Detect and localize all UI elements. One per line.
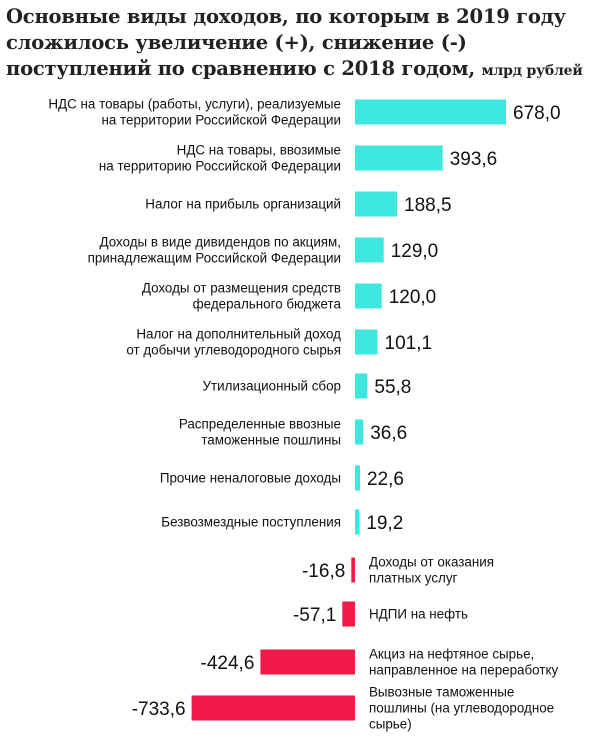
category-label-5: Налог на дополнительный доход от добычи у… xyxy=(126,327,341,358)
bar-11 xyxy=(342,601,355,627)
category-label-10: Доходы от оказания платных услуг xyxy=(369,555,494,586)
category-label-4-line-1: федерального бюджета xyxy=(193,297,342,312)
bar-10 xyxy=(351,557,355,583)
category-label-0: НДС на товары (работы, услуги), реализуе… xyxy=(48,97,341,128)
category-label-13-line-2: сырье) xyxy=(369,717,412,732)
value-label-4: 120,0 xyxy=(389,287,437,308)
category-label-13-line-0: Вывозные таможенные xyxy=(369,685,514,700)
category-label-8-line-0: Прочие неналоговые доходы xyxy=(160,471,341,486)
category-label-8: Прочие неналоговые доходы xyxy=(160,471,341,486)
bar-5 xyxy=(355,329,378,355)
category-label-7-line-1: таможенные пошлины xyxy=(201,433,341,448)
bar-3 xyxy=(355,237,384,263)
category-label-0-line-0: НДС на товары (работы, услуги), реализуе… xyxy=(48,97,341,112)
value-label-2: 188,5 xyxy=(404,195,452,216)
bar-12 xyxy=(260,649,355,675)
category-label-10-line-0: Доходы от оказания xyxy=(369,555,494,570)
bar-6 xyxy=(355,373,368,399)
bar-13 xyxy=(191,695,355,721)
bar-8 xyxy=(355,465,360,491)
category-label-11: НДПИ на нефть xyxy=(369,607,468,622)
title-unit: млрд рублей xyxy=(481,63,583,79)
value-label-10: -16,8 xyxy=(302,561,345,582)
value-label-1: 393,6 xyxy=(450,149,498,170)
value-label-13: -733,6 xyxy=(132,699,186,720)
value-label-6: 55,8 xyxy=(374,377,411,398)
bar-1 xyxy=(355,145,443,171)
category-label-2: Налог на прибыль организаций xyxy=(145,197,341,212)
category-label-4-line-0: Доходы от размещения средств xyxy=(142,281,341,296)
bar-0 xyxy=(355,99,506,125)
bar-2 xyxy=(355,191,397,217)
value-label-9: 19,2 xyxy=(366,513,403,534)
value-label-3: 129,0 xyxy=(391,241,439,262)
category-label-6-line-0: Утилизационный сбор xyxy=(203,379,341,394)
category-label-13-line-1: пошлины (на углеводородное xyxy=(369,701,554,716)
category-label-10-line-1: платных услуг xyxy=(369,571,458,586)
category-label-3-line-0: Доходы в виде дивидендов по акциям, xyxy=(100,235,341,250)
category-label-0-line-1: на территории Российской Федерации xyxy=(101,113,341,128)
value-label-12: -424,6 xyxy=(201,653,255,674)
value-label-5: 101,1 xyxy=(385,333,433,354)
category-label-1: НДС на товары, ввозимые на территорию Рос… xyxy=(99,143,341,174)
category-label-7: Распределенные ввозные таможенные пошлины xyxy=(179,417,341,448)
value-label-7: 36,6 xyxy=(370,423,407,444)
category-label-12-line-0: Акциз на нефтяное сырье, xyxy=(369,647,534,662)
category-label-11-line-0: НДПИ на нефть xyxy=(369,607,468,622)
category-label-7-line-0: Распределенные ввозные xyxy=(179,417,341,432)
category-label-5-line-0: Налог на дополнительный доход xyxy=(136,327,341,342)
category-label-12: Акциз на нефтяное сырье, направленное на … xyxy=(369,647,558,678)
category-label-6: Утилизационный сбор xyxy=(203,379,341,394)
category-label-2-line-0: Налог на прибыль организаций xyxy=(145,197,341,212)
category-label-12-line-1: направленное на переработку xyxy=(369,663,558,678)
category-label-13: Вывозные таможенные пошлины (на углеводор… xyxy=(369,685,554,732)
category-label-3-line-1: принадлежащим Российской Федерации xyxy=(88,251,341,266)
bar-9 xyxy=(355,509,360,535)
category-label-9: Безвозмездные поступления xyxy=(161,515,341,530)
category-label-1-line-0: НДС на товары, ввозимые xyxy=(177,143,341,158)
bar-7 xyxy=(355,419,364,445)
value-label-8: 22,6 xyxy=(367,469,404,490)
category-label-4: Доходы от размещения средств федерального… xyxy=(142,281,342,312)
value-label-11: -57,1 xyxy=(293,605,336,626)
category-label-1-line-1: на территорию Российской Федерации xyxy=(99,159,341,174)
category-label-5-line-1: от добычи углеводородного сырья xyxy=(126,343,341,358)
title-text: Основные виды доходов, по которым в 2019… xyxy=(6,5,566,80)
category-label-3: Доходы в виде дивидендов по акциям, прина… xyxy=(88,235,341,266)
category-label-9-line-0: Безвозмездные поступления xyxy=(161,515,341,530)
bar-4 xyxy=(355,283,382,309)
chart-title: Основные виды доходов, по которым в 2019… xyxy=(6,4,591,84)
value-label-0: 678,0 xyxy=(513,103,561,124)
